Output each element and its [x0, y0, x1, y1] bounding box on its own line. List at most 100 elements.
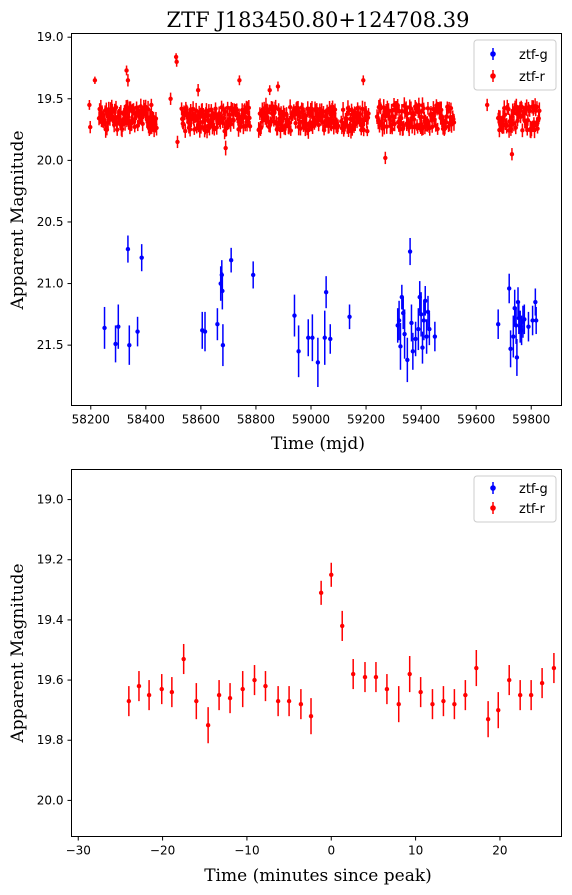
top-ztf-g-point: [135, 329, 140, 334]
top-ztf-r-point: [502, 112, 508, 118]
top-ztf-r-point: [168, 96, 173, 101]
top-ztf-r-point: [92, 78, 98, 83]
top-ztf-r-point: [335, 123, 341, 129]
top-ztf-g-point: [409, 320, 414, 326]
bottom-ztf-r-point: [146, 692, 152, 698]
top-ztf-g-point: [322, 335, 327, 340]
top-ztf-r-point: [247, 124, 253, 129]
bottom-xtick-label: 0: [327, 844, 335, 858]
top-ztf-g-point: [398, 344, 403, 349]
top-ztf-g-point: [495, 322, 501, 327]
top-ztf-r-point: [273, 104, 278, 110]
top-ztf-r-point: [124, 68, 129, 73]
top-ztf-g-point: [533, 299, 538, 305]
bottom-ztf-r-point: [373, 674, 379, 680]
bottom-plot-data: [126, 562, 557, 744]
top-ztf-r-point: [392, 121, 397, 127]
top-ztf-g-point: [116, 324, 121, 329]
top-xtick-label: 59200: [347, 413, 385, 427]
bottom-plot-legend: ztf-g ztf-r: [473, 475, 557, 523]
top-ztf-g-point: [310, 335, 315, 340]
bottom-ztf-r-point: [384, 686, 390, 692]
bottom-ztf-r-point: [452, 701, 457, 707]
bottom-ztf-r-point: [205, 722, 211, 728]
bottom-ztf-r-point: [126, 698, 132, 704]
top-ztf-r-point: [537, 108, 542, 114]
top-ztf-r-point: [520, 128, 525, 133]
top-ztf-r-point: [527, 108, 532, 114]
top-ztf-r-point: [87, 102, 92, 108]
top-ztf-r-point: [214, 125, 219, 130]
bottom-ztf-r-point: [362, 674, 368, 680]
top-xtick-label: 59000: [292, 413, 330, 427]
top-ytick-label: 19.5: [37, 92, 64, 106]
top-plot-xlabel: Time (mjd): [271, 434, 365, 454]
top-ztf-r-point: [204, 128, 210, 134]
top-ztf-r-point: [525, 117, 531, 123]
top-ztf-g-point: [425, 309, 431, 315]
bottom-plot: −30 −20 −10 0 10 20 19.0 19.2 19.4 19.6 19.8 20.0 T…: [8, 469, 562, 886]
top-ztf-r-point: [288, 128, 293, 133]
top-plot-ylabel: Apparent Magnitude: [8, 130, 28, 310]
top-ztf-g-point: [432, 334, 438, 339]
top-ztf-g-point: [522, 317, 527, 322]
top-ytick-label: 20.5: [37, 215, 64, 229]
top-ztf-r-point: [246, 105, 252, 111]
bottom-ztf-r-point: [350, 671, 356, 677]
top-ztf-g-point: [513, 323, 519, 328]
top-ztf-g-point: [413, 336, 418, 342]
top-ztf-g-point: [420, 345, 425, 350]
top-ztf-g-point: [139, 255, 144, 260]
top-xtick-label: 59600: [457, 413, 495, 427]
top-ztf-r-point: [361, 78, 366, 83]
bottom-ztf-r-point: [298, 701, 304, 707]
top-ztf-r-point: [390, 127, 395, 132]
bottom-ytick-label: 19.4: [37, 613, 64, 627]
top-ztf-r-point: [183, 128, 188, 134]
top-ztf-g-point: [427, 326, 432, 332]
bottom-ztf-r-point: [418, 689, 423, 695]
bottom-ztf-r-point: [286, 698, 292, 704]
top-ztf-g-point: [125, 246, 131, 252]
top-ztf-g-point: [220, 288, 225, 294]
bottom-ztf-r-point: [340, 623, 345, 629]
top-ztf-r-point: [506, 106, 511, 112]
top-ztf-r-point: [247, 115, 252, 121]
bottom-plot-axes: −30 −20 −10 0 10 20 19.0 19.2 19.4 19.6 19.8 20.0: [37, 493, 508, 858]
top-ztf-r-point: [401, 123, 406, 129]
top-ztf-r-point: [114, 127, 120, 132]
bottom-xtick-label: 20: [492, 844, 507, 858]
top-ztf-r-point: [448, 105, 454, 111]
bottom-ztf-r-point: [216, 692, 222, 698]
bottom-ztf-r-point: [474, 665, 479, 671]
top-ytick-label: 21.5: [37, 338, 64, 352]
top-ztf-r-point: [295, 105, 301, 111]
bottom-ztf-r-point: [430, 701, 435, 707]
top-ztf-g-point: [396, 318, 402, 323]
top-ztf-r-point: [187, 127, 193, 132]
top-ztf-r-point: [395, 103, 400, 108]
top-ztf-r-point: [149, 102, 154, 108]
top-ztf-r-point: [384, 124, 389, 129]
top-ztf-r-point: [267, 87, 272, 93]
top-ztf-g-point: [306, 335, 311, 340]
top-ztf-r-point: [484, 102, 490, 108]
top-ztf-g-point: [410, 349, 416, 354]
top-ztf-g-point: [514, 355, 520, 360]
top-ztf-g-point: [511, 334, 516, 339]
bottom-ytick-label: 20.0: [37, 793, 64, 807]
bottom-ztf-r-point: [194, 698, 199, 704]
bottom-legend-r-label: ztf-r: [519, 502, 545, 517]
top-ztf-r-point: [237, 78, 242, 83]
top-legend-g-label: ztf-g: [519, 48, 548, 63]
top-ztf-r-point: [140, 121, 145, 127]
bottom-plot-frame: [71, 469, 562, 837]
top-ztf-r-point: [113, 105, 119, 110]
top-ztf-r-point: [435, 126, 440, 132]
bottom-legend-r-marker: [490, 505, 496, 511]
top-xtick-label: 58800: [237, 413, 275, 427]
top-xtick-label: 59800: [512, 413, 550, 427]
bottom-ztf-r-point: [551, 665, 557, 671]
bottom-ztf-r-point: [407, 671, 412, 677]
top-xtick-label: 58600: [182, 413, 220, 427]
